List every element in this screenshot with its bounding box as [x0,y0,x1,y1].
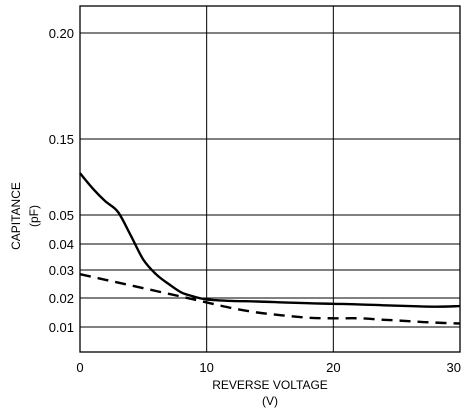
x-tick-label: 20 [326,360,340,375]
y-tick-label: 0.01 [49,320,74,335]
plot-area-border [79,5,461,353]
x-tick-label: 10 [199,360,213,375]
y-axis-title-line2: (pF) [27,205,41,227]
series-line-dashed [79,273,461,325]
x-axis-title-line2: (V) [262,394,278,408]
y-tick-labels: 0.01 0.02 0.03 0.04 0.05 0.15 0.20 [49,26,74,335]
y-tick-label: 0.04 [49,237,74,252]
y-tick-label: 0.15 [49,132,74,147]
x-tick-label: 30 [447,360,461,375]
y-tick-label: 0.05 [49,208,74,223]
x-axis-title-line1: REVERSE VOLTAGE [212,378,328,392]
y-tick-label: 0.02 [49,291,74,306]
series-line-solid [79,172,461,308]
y-axis-title-line1: CAPITANCE [9,182,23,250]
grid [80,6,460,352]
y-tick-label: 0.20 [49,26,74,41]
series-group [79,172,461,325]
y-tick-label: 0.03 [49,263,74,278]
x-tick-labels: 0 10 20 30 [76,360,461,375]
x-tick-label: 0 [76,360,83,375]
